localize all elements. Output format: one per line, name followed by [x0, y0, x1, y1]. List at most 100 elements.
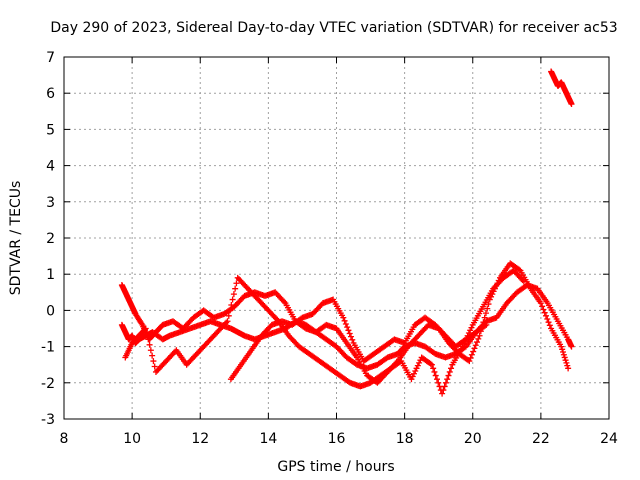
data-point: [558, 343, 565, 350]
y-tick-label: 1: [46, 267, 55, 283]
data-point: [349, 336, 356, 343]
data-point: [448, 365, 455, 372]
data-point: [428, 361, 435, 368]
data-point: [546, 322, 553, 329]
data-point: [568, 343, 575, 350]
data-point: [545, 319, 552, 326]
data-point: [232, 285, 239, 292]
x-tick-label: 16: [328, 431, 346, 447]
data-point: [414, 362, 421, 369]
data-point: [444, 376, 451, 383]
data-point: [468, 351, 475, 358]
data-point: [466, 358, 473, 365]
data-point: [347, 333, 354, 340]
data-point: [144, 330, 151, 337]
data-point: [541, 309, 548, 316]
data-point: [539, 303, 546, 310]
data-point: [563, 359, 570, 366]
data-point: [150, 358, 157, 365]
data-point: [416, 359, 423, 366]
data-point: [467, 354, 474, 361]
data-point: [225, 312, 232, 319]
y-tick-label: 2: [46, 231, 55, 247]
data-point: [146, 341, 153, 348]
data-point: [435, 379, 442, 386]
data-point: [482, 310, 489, 317]
y-tick-label: 7: [46, 50, 55, 66]
data-point: [471, 345, 478, 352]
data-point: [340, 314, 347, 321]
data-point: [482, 322, 489, 329]
data-point: [342, 320, 349, 327]
data-point: [145, 336, 152, 343]
data-point: [151, 363, 158, 370]
data-point: [559, 346, 566, 353]
y-axis-ticks: -3 -2 -1 0 1 2 3 4 5 6 7: [41, 50, 609, 428]
data-point: [467, 327, 474, 334]
data-point: [560, 351, 567, 358]
data-point: [224, 318, 231, 325]
data-point: [432, 372, 439, 379]
data-point: [483, 321, 490, 328]
x-tick-label: 22: [532, 431, 550, 447]
data-point: [439, 390, 446, 397]
data-point: [433, 376, 440, 383]
data-point: [565, 365, 572, 372]
x-tick-label: 20: [464, 431, 482, 447]
y-tick-label: 5: [46, 122, 55, 138]
chart-title: Day 290 of 2023, Sidereal Day-to-day VTE…: [50, 20, 617, 36]
data-point: [147, 347, 154, 354]
grid-lines: [64, 57, 609, 419]
y-tick-label: 0: [46, 303, 55, 319]
data-point: [445, 372, 452, 379]
data-point: [413, 365, 420, 372]
data-point: [409, 373, 416, 380]
data-point: [560, 349, 567, 356]
data-point: [470, 348, 477, 355]
data-point: [474, 339, 481, 346]
data-point: [412, 368, 419, 375]
data-point: [446, 368, 453, 375]
data-point: [564, 362, 571, 369]
data-point: [149, 352, 156, 359]
data-point: [440, 387, 447, 394]
data-point: [442, 379, 449, 386]
data-point: [484, 305, 491, 312]
data-point: [431, 368, 438, 375]
x-axis-label: GPS time / hours: [277, 459, 394, 475]
y-tick-label: 6: [46, 86, 55, 102]
data-point: [481, 314, 488, 321]
data-point: [475, 335, 482, 342]
data-point: [436, 383, 443, 390]
series-track-d: [227, 296, 490, 383]
data-point: [516, 266, 523, 273]
x-tick-label: 10: [123, 431, 141, 447]
y-tick-label: 4: [46, 159, 55, 175]
data-point: [142, 325, 149, 332]
x-tick-label: 14: [259, 431, 277, 447]
data-point: [568, 101, 575, 108]
data-point: [228, 301, 235, 308]
data-point: [233, 280, 240, 287]
data-point: [345, 327, 352, 334]
data-point: [227, 307, 234, 314]
series-track-a: [118, 282, 575, 372]
data-point: [346, 330, 353, 337]
x-tick-label: 24: [600, 431, 618, 447]
data-point: [472, 342, 479, 349]
data-point: [520, 278, 527, 285]
y-tick-label: 3: [46, 195, 55, 211]
data-point: [562, 357, 569, 364]
y-axis-label: SDTVAR / TECUs: [8, 181, 24, 296]
data-point: [430, 365, 437, 372]
x-tick-label: 18: [396, 431, 414, 447]
x-tick-label: 12: [191, 431, 209, 447]
data-point: [544, 315, 551, 322]
data-point: [229, 296, 236, 303]
data-point: [542, 312, 549, 319]
y-tick-label: -2: [41, 376, 55, 392]
data-point: [427, 360, 434, 367]
data-point: [561, 354, 568, 361]
data-point: [441, 383, 448, 390]
